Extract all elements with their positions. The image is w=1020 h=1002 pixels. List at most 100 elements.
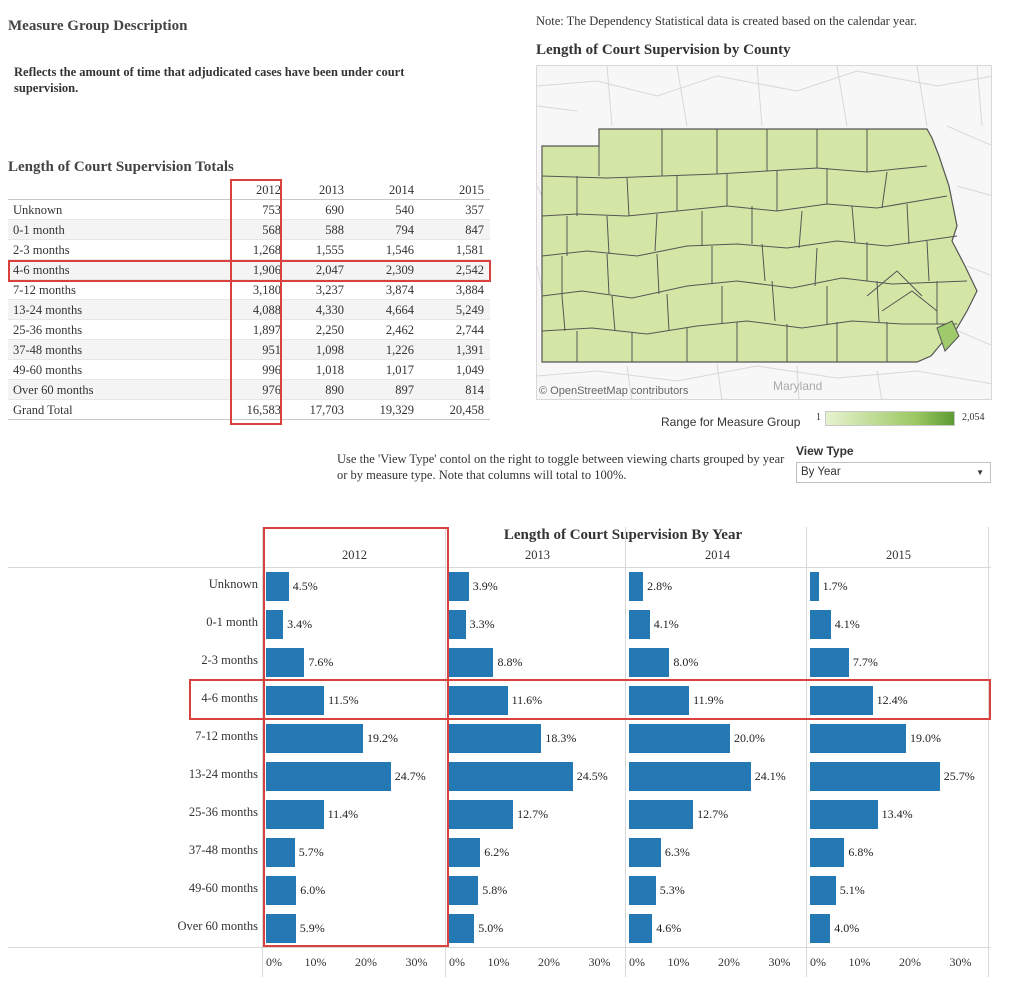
bar[interactable] <box>266 800 324 829</box>
totals-cell: 2,250 <box>315 323 344 337</box>
county-map-svg[interactable] <box>537 66 992 400</box>
totals-cell: 20,458 <box>449 403 484 417</box>
bar[interactable] <box>810 800 878 829</box>
totals-cell: 2,744 <box>455 323 484 337</box>
totals-cell: 2,309 <box>385 263 414 277</box>
totals-row-label: 0-1 month <box>13 223 65 237</box>
bar-value-label: 24.5% <box>576 769 608 783</box>
x-tick-label: 0% <box>810 955 826 969</box>
bar[interactable] <box>266 724 363 753</box>
totals-row[interactable]: 49-60 months 996 1,018 1,017 1,049 <box>8 360 490 380</box>
county-borders <box>541 129 968 362</box>
bar[interactable] <box>810 724 906 753</box>
panel-divider <box>988 527 989 977</box>
totals-cell: 1,906 <box>252 263 281 277</box>
bar-value-label: 5.3% <box>659 883 685 897</box>
bar[interactable] <box>810 686 873 715</box>
chevron-down-icon[interactable]: ▼ <box>976 468 984 477</box>
bar[interactable] <box>266 762 391 791</box>
bar[interactable] <box>629 838 661 867</box>
bar-value-label: 7.7% <box>852 655 878 669</box>
totals-row[interactable]: Unknown 753 690 540 357 <box>8 200 490 220</box>
bar[interactable] <box>629 762 751 791</box>
bar[interactable] <box>449 838 481 867</box>
bar[interactable] <box>266 610 284 639</box>
bar[interactable] <box>449 648 494 677</box>
legend-label: Range for Measure Group <box>661 415 801 429</box>
totals-row[interactable]: 2-3 months 1,268 1,555 1,546 1,581 <box>8 240 490 260</box>
bar[interactable] <box>449 572 469 601</box>
bar[interactable] <box>449 724 542 753</box>
bar[interactable] <box>266 838 295 867</box>
x-tick-label: 30% <box>405 955 428 969</box>
bar[interactable] <box>449 762 573 791</box>
totals-row[interactable]: 37-48 months 951 1,098 1,226 1,391 <box>8 340 490 360</box>
bar[interactable] <box>449 610 466 639</box>
totals-year-header[interactable]: 2013 <box>319 183 344 197</box>
category-label: Unknown <box>208 577 258 591</box>
panel-year-label[interactable]: 2015 <box>886 548 911 562</box>
totals-cell: 588 <box>325 223 344 237</box>
category-label: 37-48 months <box>188 843 258 857</box>
bar-value-label: 11.6% <box>511 693 543 707</box>
bar[interactable] <box>810 914 831 943</box>
bar[interactable] <box>266 876 297 905</box>
bar[interactable] <box>810 572 819 601</box>
category-label: 0-1 month <box>206 615 258 629</box>
map-attribution[interactable]: © OpenStreetMap contributors <box>539 385 689 397</box>
category-label: 49-60 months <box>188 881 258 895</box>
totals-row[interactable]: 0-1 month 568 588 794 847 <box>8 220 490 240</box>
bar[interactable] <box>629 914 653 943</box>
bar[interactable] <box>449 876 479 905</box>
totals-row[interactable]: 4-6 months 1,906 2,047 2,309 2,542 <box>8 260 490 280</box>
totals-row-label: Over 60 months <box>13 383 94 397</box>
bar[interactable] <box>810 838 845 867</box>
bar[interactable] <box>629 648 670 677</box>
bar[interactable] <box>266 914 296 943</box>
totals-year-header[interactable]: 2012 <box>256 183 281 197</box>
x-tick-label: 0% <box>629 955 645 969</box>
totals-grand-row[interactable]: Grand Total 16,583 17,703 19,329 20,458 <box>8 400 490 420</box>
bar[interactable] <box>629 800 694 829</box>
totals-year-header[interactable]: 2014 <box>389 183 414 197</box>
view-type-dropdown[interactable]: By Year ▼ <box>796 462 991 483</box>
county-map[interactable]: © OpenStreetMap contributors Maryland <box>536 65 992 400</box>
totals-year-header[interactable]: 2015 <box>459 183 484 197</box>
bar[interactable] <box>629 686 690 715</box>
totals-row[interactable]: Over 60 months 976 890 897 814 <box>8 380 490 400</box>
bar[interactable] <box>810 762 940 791</box>
x-tick-label: 10% <box>487 955 510 969</box>
bar-value-label: 5.1% <box>839 883 865 897</box>
bar[interactable] <box>810 648 849 677</box>
highlighted-county[interactable] <box>936 320 960 352</box>
bar[interactable] <box>629 876 656 905</box>
bar[interactable] <box>266 572 289 601</box>
bar[interactable] <box>266 686 325 715</box>
bar[interactable] <box>449 800 514 829</box>
bar[interactable] <box>629 610 650 639</box>
bar[interactable] <box>449 914 475 943</box>
chart-header-divider <box>8 567 991 568</box>
totals-row[interactable]: 13-24 months 4,088 4,330 4,664 5,249 <box>8 300 490 320</box>
bar-value-label: 24.1% <box>754 769 786 783</box>
panel-divider <box>262 527 263 977</box>
bar[interactable] <box>629 724 730 753</box>
totals-cell: 5,249 <box>455 303 484 317</box>
panel-year-label[interactable]: 2013 <box>525 548 550 562</box>
panel-year-label[interactable]: 2014 <box>705 548 730 562</box>
totals-cell: 1,049 <box>455 363 484 377</box>
bar-value-label: 4.0% <box>834 921 860 935</box>
totals-cell: 976 <box>262 383 281 397</box>
x-tick-label: 10% <box>667 955 690 969</box>
bar-value-label: 12.7% <box>517 807 549 821</box>
bar[interactable] <box>810 610 831 639</box>
totals-row[interactable]: 7-12 months 3,180 3,237 3,874 3,884 <box>8 280 490 300</box>
panel-year-label[interactable]: 2012 <box>342 548 367 562</box>
bar[interactable] <box>449 686 508 715</box>
bar-value-label: 19.2% <box>366 731 398 745</box>
bar[interactable] <box>810 876 836 905</box>
bar[interactable] <box>629 572 644 601</box>
totals-row[interactable]: 25-36 months 1,897 2,250 2,462 2,744 <box>8 320 490 340</box>
bar[interactable] <box>266 648 305 677</box>
totals-cell: 753 <box>262 203 281 217</box>
